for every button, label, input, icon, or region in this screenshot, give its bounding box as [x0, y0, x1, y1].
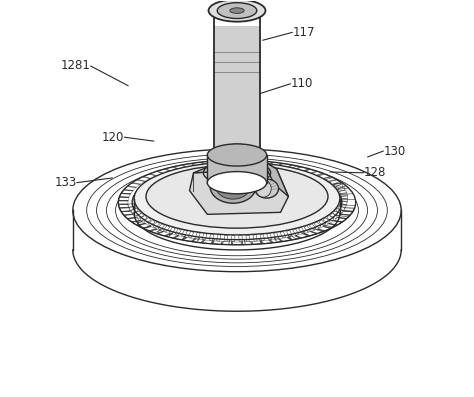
Text: 120: 120 — [102, 131, 124, 144]
Text: 133: 133 — [55, 176, 77, 189]
Ellipse shape — [217, 3, 257, 19]
Ellipse shape — [214, 144, 260, 162]
Ellipse shape — [230, 8, 244, 13]
Polygon shape — [214, 27, 260, 153]
Ellipse shape — [209, 0, 265, 22]
Ellipse shape — [132, 165, 342, 240]
Ellipse shape — [118, 160, 356, 245]
Text: 128: 128 — [364, 166, 386, 179]
Text: 117: 117 — [292, 26, 315, 39]
Text: 130: 130 — [383, 145, 406, 158]
Text: 110: 110 — [291, 77, 313, 90]
Ellipse shape — [256, 180, 271, 197]
Ellipse shape — [207, 144, 267, 166]
Polygon shape — [193, 161, 276, 173]
Text: 100: 100 — [226, 5, 248, 17]
Ellipse shape — [216, 174, 250, 199]
Ellipse shape — [210, 170, 256, 203]
Ellipse shape — [73, 149, 401, 272]
Polygon shape — [207, 153, 267, 155]
Ellipse shape — [146, 165, 328, 228]
Text: 123: 123 — [308, 194, 330, 207]
Text: 1281: 1281 — [61, 60, 91, 73]
Ellipse shape — [207, 172, 267, 194]
Polygon shape — [207, 155, 267, 183]
Ellipse shape — [255, 179, 279, 198]
Polygon shape — [263, 161, 289, 197]
Ellipse shape — [134, 162, 340, 235]
Polygon shape — [190, 169, 289, 214]
